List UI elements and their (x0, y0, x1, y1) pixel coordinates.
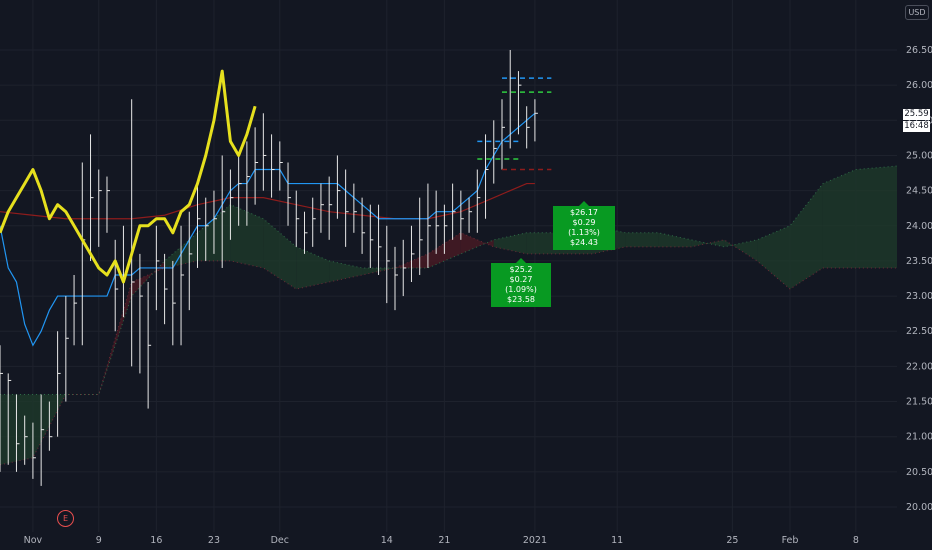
series-base-line (0, 182, 535, 220)
cloud-segment (263, 218, 297, 290)
cloud-segment (625, 232, 659, 247)
cloud-segment (757, 225, 791, 290)
cloud-segment (493, 232, 527, 254)
y-tick-label: 23.50 (906, 256, 932, 267)
x-tick-label: Feb (782, 535, 799, 546)
y-tick-label: 20.50 (906, 467, 932, 478)
callout-lower: $25.2 $0.27 (1.09%) $23.58 (491, 258, 551, 307)
x-tick-label: 16 (150, 535, 162, 546)
x-tick-label: 25 (726, 535, 738, 546)
callout-lower-high: $25.2 (509, 265, 533, 274)
cloud-segment (855, 166, 897, 268)
y-tick-label: 24.00 (906, 221, 932, 232)
y-tick-label: 24.50 (906, 186, 932, 197)
y-tick-label: 21.50 (906, 397, 932, 408)
y-tick-label: 26.00 (906, 80, 932, 91)
y-tick-label: 20.00 (906, 502, 932, 513)
callout-upper-high: $26.17 (570, 208, 598, 217)
y-tick-label: 23.00 (906, 291, 932, 302)
cloud-span-a-line (0, 165, 898, 396)
x-tick-label: Nov (24, 535, 43, 546)
y-tick-label: 22.00 (906, 361, 932, 372)
cloud-segment (296, 246, 330, 290)
series-conversion-line (0, 112, 536, 347)
x-tick-label: 8 (853, 535, 859, 546)
cloud-segment (822, 169, 856, 268)
y-tick-label: 26.50 (906, 45, 932, 56)
callout-upper: $26.17 $0.29 (1.13%) $24.43 (553, 201, 615, 250)
earnings-marker[interactable]: E (57, 510, 74, 527)
bar-countdown-tag: 16:48 (903, 121, 930, 132)
x-tick-label: 2021 (523, 535, 547, 546)
y-tick-label: 21.00 (906, 432, 932, 443)
last-price-tag: 25.59 (903, 109, 930, 120)
callout-lower-low: $23.58 (507, 295, 535, 304)
cloud-segment (658, 232, 692, 247)
callout-lower-change: $0.27 (1.09%) (505, 275, 537, 294)
x-tick-label: 21 (438, 535, 450, 546)
series-price-line (0, 69, 257, 284)
y-tick-label: 25.50 (906, 115, 932, 126)
cloud-span-b-line (0, 232, 897, 466)
callout-upper-low: $24.43 (570, 238, 598, 247)
cloud-segment (329, 260, 363, 283)
x-tick-label: 14 (381, 535, 393, 546)
currency-badge[interactable]: USD (905, 5, 929, 20)
x-tick-label: 11 (611, 535, 623, 546)
y-tick-label: 25.00 (906, 150, 932, 161)
callout-upper-change: $0.29 (1.13%) (568, 218, 600, 237)
x-tick-label: 23 (208, 535, 220, 546)
cloud-segment (460, 232, 494, 254)
cloud-segment (790, 183, 823, 290)
y-tick-label: 22.50 (906, 326, 932, 337)
x-tick-label: Dec (271, 535, 289, 546)
cloud-segment (724, 239, 758, 261)
cloud-segment (526, 232, 560, 254)
x-tick-label: 9 (96, 535, 102, 546)
